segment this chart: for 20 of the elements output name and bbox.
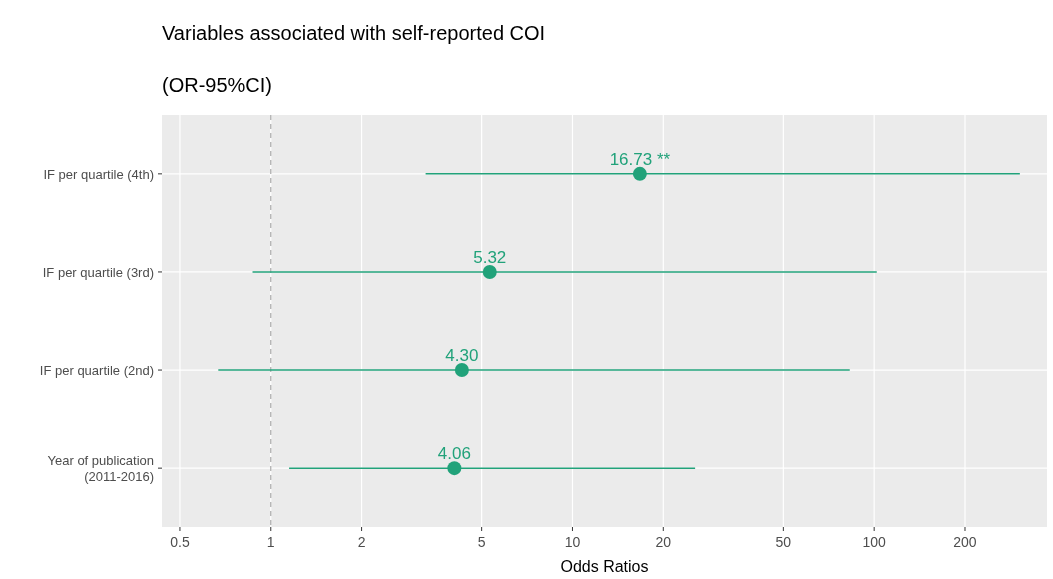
x-tick-label: 2 — [357, 534, 366, 550]
y-tick-label: Year of publication (2011-2016) — [47, 453, 154, 485]
x-tick-label: 100 — [862, 534, 887, 550]
chart-subtitle: (OR-95%CI) — [162, 74, 273, 96]
x-tick-label: 5 — [477, 534, 486, 550]
x-axis-title: Odds Ratios — [560, 558, 649, 575]
data-label: 16.73 ** — [609, 149, 671, 169]
x-tick-label: 20 — [655, 534, 672, 550]
data-label: 4.06 — [437, 444, 471, 464]
y-tick-label: IF per quartile (2nd) — [39, 363, 154, 379]
data-label: 5.32 — [473, 247, 507, 267]
x-tick-label: 0.5 — [170, 534, 190, 550]
x-tick-label: 10 — [564, 534, 581, 550]
chart-title: Variables associated with self-reported COI — [162, 22, 546, 44]
y-tick-label: IF per quartile (3rd) — [42, 264, 154, 280]
x-tick-label: 1 — [266, 534, 275, 550]
y-tick-label: IF per quartile (4th) — [43, 166, 154, 182]
data-label: 4.30 — [445, 346, 479, 366]
x-tick-label: 200 — [953, 534, 977, 550]
x-tick-label: 50 — [775, 534, 792, 550]
